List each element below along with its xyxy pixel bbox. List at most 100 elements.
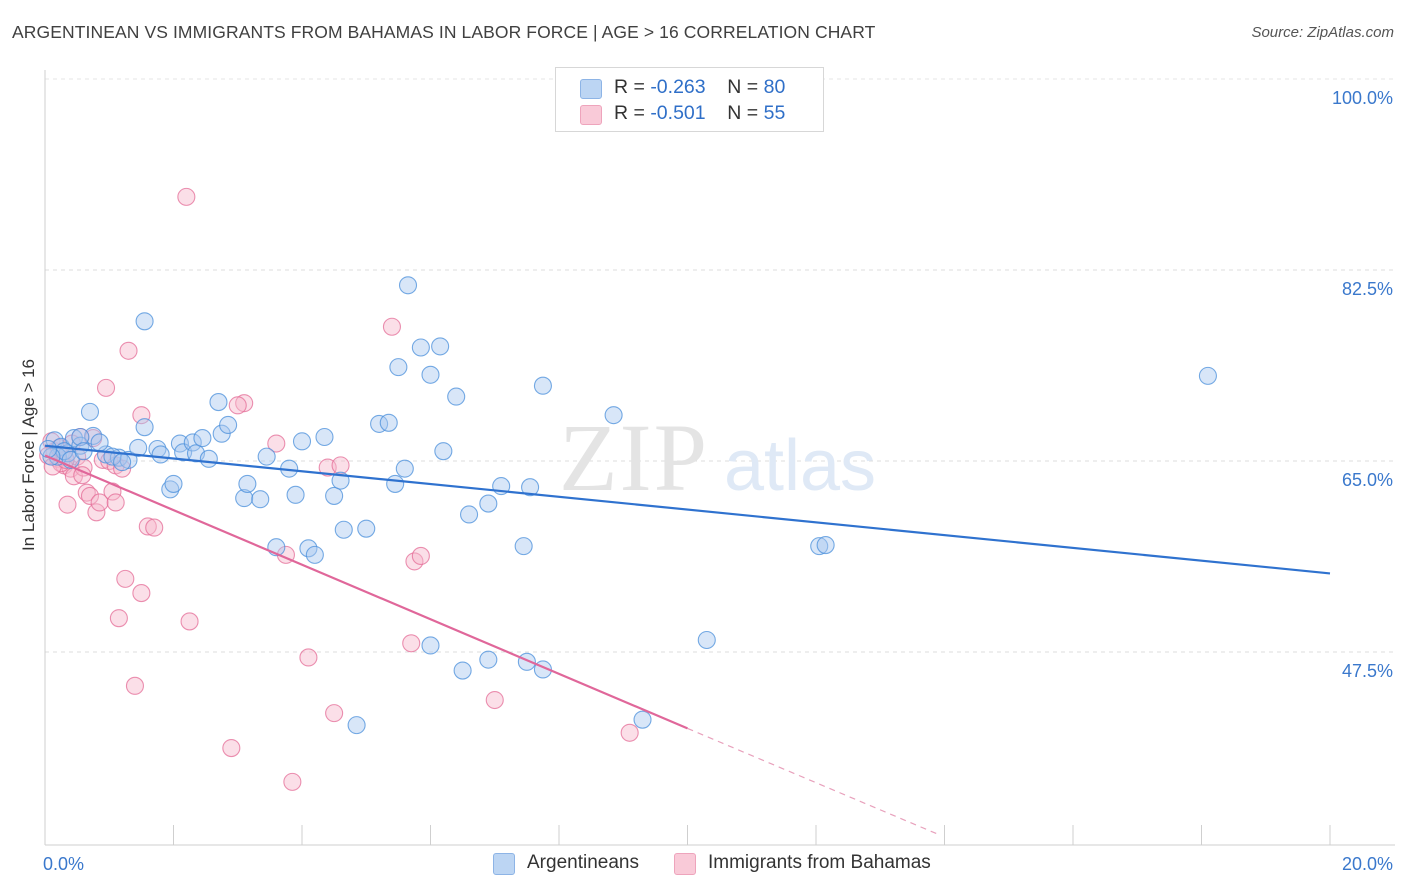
- point-argentineans: [129, 438, 148, 457]
- point-bahamas: [80, 486, 100, 505]
- point-argentineans: [71, 427, 90, 447]
- point-argentineans: [357, 519, 376, 538]
- point-argentineans: [633, 710, 652, 729]
- point-argentineans: [151, 445, 170, 464]
- point-bahamas: [132, 406, 151, 425]
- point-argentineans: [386, 474, 405, 493]
- watermark: ZIP atlas: [559, 404, 876, 511]
- point-bahamas: [180, 612, 199, 631]
- legend-label-bahamas: Immigrants from Bahamas: [708, 852, 931, 873]
- point-bahamas: [119, 341, 138, 360]
- legend-swatch-bahamas: [580, 105, 602, 125]
- point-argentineans: [135, 312, 154, 331]
- point-bahamas: [382, 317, 402, 336]
- point-argentineans: [325, 486, 344, 505]
- r-value: -0.501: [650, 102, 706, 124]
- chart-title: ARGENTINEAN VS IMMIGRANTS FROM BAHAMAS I…: [12, 22, 876, 42]
- point-argentineans: [521, 478, 540, 497]
- point-bahamas: [283, 772, 302, 791]
- point-bahamas: [58, 495, 77, 514]
- point-bahamas: [90, 493, 109, 512]
- watermark-zip: ZIP: [559, 404, 709, 511]
- point-argentineans: [90, 433, 109, 452]
- legend-swatch-argentineans: [580, 79, 602, 99]
- point-bahamas: [299, 648, 318, 667]
- point-argentineans: [604, 406, 623, 425]
- point-argentineans: [479, 494, 498, 513]
- point-bahamas: [106, 493, 125, 512]
- point-bahamas: [132, 584, 151, 603]
- point-argentineans: [810, 537, 829, 556]
- point-argentineans: [251, 490, 270, 509]
- point-argentineans: [347, 716, 366, 735]
- point-argentineans: [299, 539, 318, 558]
- point-argentineans: [174, 443, 193, 462]
- point-argentineans: [84, 426, 103, 445]
- r-label: R =: [614, 102, 651, 124]
- x-tick-label-min: 0.0%: [43, 854, 84, 874]
- n-label: N =: [727, 76, 764, 98]
- point-argentineans: [379, 413, 398, 432]
- point-argentineans: [135, 418, 154, 437]
- y-tick-label: 82.5%: [1342, 279, 1393, 299]
- point-argentineans: [421, 365, 440, 384]
- n-label: N =: [727, 102, 764, 124]
- point-argentineans: [1198, 366, 1217, 385]
- point-bahamas: [402, 634, 421, 653]
- point-argentineans: [257, 447, 276, 466]
- point-argentineans: [431, 337, 450, 356]
- tick-labels: 100.0% 82.5% 65.0% 47.5% 0.0% 20.0%: [43, 88, 1393, 874]
- trend-line-argentineans: [44, 444, 1331, 575]
- point-bahamas: [620, 723, 639, 742]
- source-label: Source: ZipAtlas.com: [1251, 24, 1394, 41]
- point-bahamas: [177, 187, 196, 206]
- point-bahamas: [109, 609, 128, 628]
- point-bahamas: [325, 704, 344, 723]
- point-argentineans: [164, 474, 183, 493]
- point-argentineans: [697, 630, 716, 650]
- point-argentineans: [64, 429, 83, 448]
- point-argentineans: [370, 414, 389, 433]
- n-value: 80: [763, 76, 786, 98]
- point-argentineans: [459, 505, 479, 524]
- trend-line-bahamas-extension: [687, 727, 939, 835]
- y-tick-label: 47.5%: [1342, 661, 1393, 681]
- point-argentineans: [183, 433, 202, 452]
- point-argentineans: [334, 520, 353, 539]
- y-tick-label: 65.0%: [1342, 470, 1393, 490]
- point-argentineans: [389, 358, 408, 377]
- point-argentineans: [235, 489, 254, 508]
- point-argentineans: [305, 545, 324, 564]
- legend-swatch-bahamas: [674, 853, 696, 875]
- point-bahamas: [222, 738, 241, 758]
- point-bahamas: [77, 483, 96, 502]
- point-argentineans: [80, 402, 100, 421]
- point-argentineans: [479, 650, 498, 669]
- trend-lines: [44, 444, 1331, 835]
- point-argentineans: [219, 415, 238, 435]
- point-argentineans: [193, 429, 212, 448]
- point-argentineans: [161, 480, 180, 499]
- trend-line-bahamas: [44, 454, 688, 730]
- r-value: -0.263: [650, 76, 706, 98]
- axes: [44, 70, 1395, 846]
- point-argentineans: [292, 432, 312, 451]
- point-argentineans: [447, 387, 466, 406]
- stats-legend: R = -0.263 N = 80 R = -0.501 N = 55: [555, 67, 824, 132]
- gridlines: [45, 78, 1395, 653]
- point-argentineans: [453, 661, 472, 680]
- point-argentineans: [533, 376, 552, 395]
- x-tick-label-max: 20.0%: [1342, 854, 1393, 874]
- point-argentineans: [816, 535, 835, 555]
- point-bahamas: [145, 518, 164, 537]
- y-tick-label: 100.0%: [1332, 88, 1393, 108]
- point-bahamas: [331, 456, 350, 475]
- point-argentineans: [199, 449, 218, 468]
- point-argentineans: [209, 393, 228, 412]
- point-bahamas: [411, 546, 430, 566]
- point-argentineans: [434, 442, 453, 461]
- point-argentineans: [514, 537, 533, 556]
- point-argentineans: [286, 485, 305, 504]
- point-bahamas: [138, 517, 157, 536]
- watermark-atlas: atlas: [724, 426, 876, 506]
